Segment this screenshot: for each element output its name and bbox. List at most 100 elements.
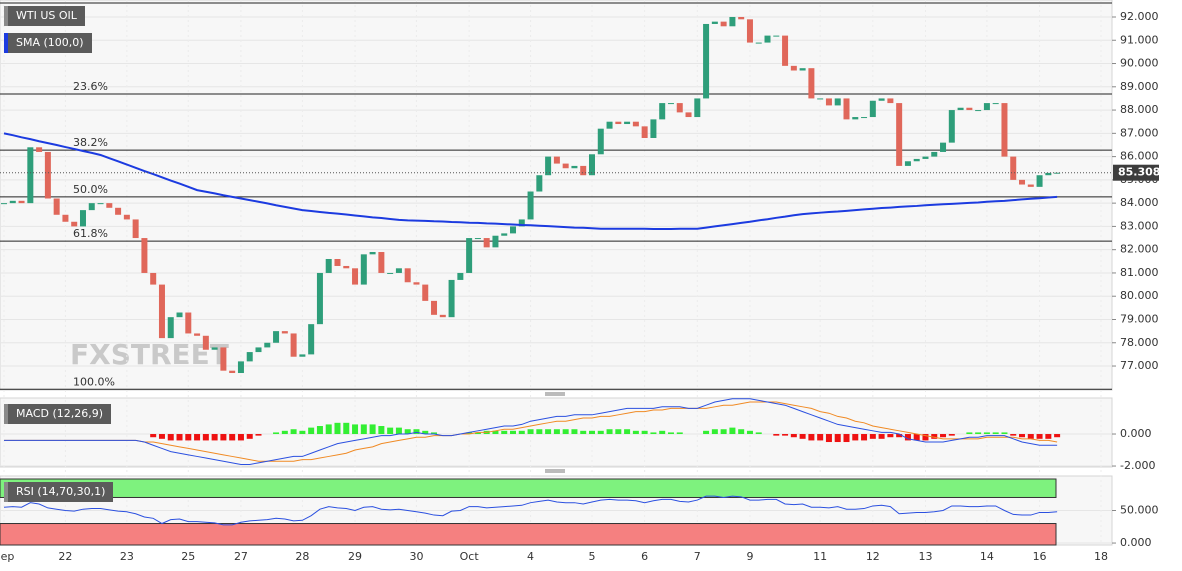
oversold-band bbox=[0, 523, 1057, 546]
histogram-bar bbox=[553, 429, 560, 435]
sma-line bbox=[3, 132, 1058, 230]
histogram-bar bbox=[861, 434, 868, 441]
histogram-bar bbox=[167, 434, 174, 441]
y-tick-label: 84.000 bbox=[1120, 196, 1159, 209]
candle bbox=[527, 191, 534, 220]
candle bbox=[1, 203, 7, 205]
candle bbox=[369, 252, 376, 255]
candle bbox=[676, 103, 683, 113]
histogram-bar bbox=[545, 429, 552, 435]
candle bbox=[720, 21, 727, 27]
histogram-bar bbox=[843, 434, 850, 443]
candle bbox=[185, 312, 192, 334]
histogram-bar bbox=[413, 429, 420, 435]
candle bbox=[896, 103, 903, 166]
candle bbox=[694, 98, 701, 118]
x-tick-label: 22 bbox=[58, 550, 72, 563]
candle bbox=[659, 103, 666, 120]
histogram-bar bbox=[746, 430, 753, 435]
candle bbox=[404, 268, 411, 283]
histogram-bar bbox=[624, 429, 631, 435]
rsi-label: RSI (14,70,30,1) bbox=[16, 485, 106, 498]
x-tick-label: 4 bbox=[527, 550, 534, 563]
candle bbox=[36, 147, 43, 152]
histogram-bar bbox=[975, 432, 982, 435]
candle bbox=[808, 68, 815, 99]
candle bbox=[466, 238, 473, 273]
symbol-tag: WTI US OIL bbox=[4, 6, 85, 26]
histogram-bar bbox=[273, 432, 280, 435]
candle bbox=[246, 352, 253, 362]
candle bbox=[325, 258, 332, 273]
histogram-bar bbox=[904, 434, 911, 441]
histogram-bar bbox=[352, 424, 359, 435]
histogram-bar bbox=[334, 422, 341, 435]
histogram-bar bbox=[562, 429, 569, 435]
x-tick-label: 13 bbox=[918, 550, 932, 563]
y-tick-label: 82.000 bbox=[1120, 243, 1159, 256]
x-tick-label: 16 bbox=[1033, 550, 1047, 563]
y-tick-label: 83.000 bbox=[1120, 219, 1159, 232]
candle bbox=[782, 35, 789, 66]
histogram-bar bbox=[588, 430, 595, 435]
candle bbox=[843, 98, 850, 120]
x-tick-label: 12 bbox=[866, 550, 880, 563]
candle bbox=[150, 272, 157, 285]
y-tick-label: 91.000 bbox=[1120, 33, 1159, 46]
y-tick-label: 81.000 bbox=[1120, 266, 1159, 279]
candle bbox=[1036, 175, 1043, 187]
histogram-bar bbox=[632, 430, 639, 435]
x-tick-label: 5 bbox=[588, 550, 595, 563]
x-tick-label: 9 bbox=[746, 550, 753, 563]
histogram-bar bbox=[474, 432, 481, 435]
candle bbox=[123, 214, 130, 220]
histogram-bar bbox=[316, 426, 323, 435]
candle bbox=[132, 219, 139, 239]
candle bbox=[229, 370, 236, 374]
histogram-bar bbox=[799, 434, 806, 439]
candle bbox=[158, 284, 165, 339]
macd-line bbox=[4, 398, 1058, 465]
histogram-bar bbox=[536, 429, 543, 435]
candle bbox=[992, 103, 999, 105]
candle bbox=[352, 268, 359, 285]
y-tick-label: 0.000 bbox=[1120, 536, 1152, 549]
candle bbox=[457, 272, 464, 280]
histogram-bar bbox=[290, 429, 297, 435]
candle bbox=[518, 219, 525, 227]
histogram-bar bbox=[913, 434, 920, 441]
candle bbox=[957, 107, 964, 111]
histogram-bar bbox=[1010, 434, 1017, 436]
candle bbox=[799, 68, 806, 71]
x-tick-label: 7 bbox=[694, 550, 701, 563]
x-tick-label: 28 bbox=[295, 550, 309, 563]
candle bbox=[167, 317, 174, 339]
candle bbox=[53, 198, 60, 215]
x-tick-label: 14 bbox=[980, 550, 994, 563]
histogram-bar bbox=[466, 432, 473, 435]
candle bbox=[115, 207, 122, 215]
candle bbox=[1010, 156, 1017, 180]
candle bbox=[483, 238, 490, 248]
candle bbox=[264, 342, 271, 348]
candle bbox=[773, 35, 780, 37]
candle bbox=[27, 147, 34, 204]
histogram-bar bbox=[255, 434, 262, 436]
x-tick-label: Oct bbox=[460, 550, 480, 563]
histogram-bar bbox=[518, 430, 525, 435]
candle bbox=[817, 98, 824, 100]
y-tick-label: 78.000 bbox=[1120, 336, 1159, 349]
histogram-bar bbox=[773, 434, 780, 436]
candle bbox=[571, 165, 578, 169]
histogram-bar bbox=[703, 430, 710, 435]
candle bbox=[474, 238, 481, 240]
candle bbox=[316, 272, 323, 325]
candle bbox=[18, 200, 25, 204]
histogram-bar bbox=[852, 434, 859, 441]
histogram-bar bbox=[387, 427, 394, 435]
x-tick-label: 29 bbox=[348, 550, 362, 563]
candle bbox=[88, 203, 95, 211]
x-tick-label: Sep bbox=[0, 550, 14, 563]
candle bbox=[501, 233, 508, 236]
candle bbox=[360, 254, 367, 285]
